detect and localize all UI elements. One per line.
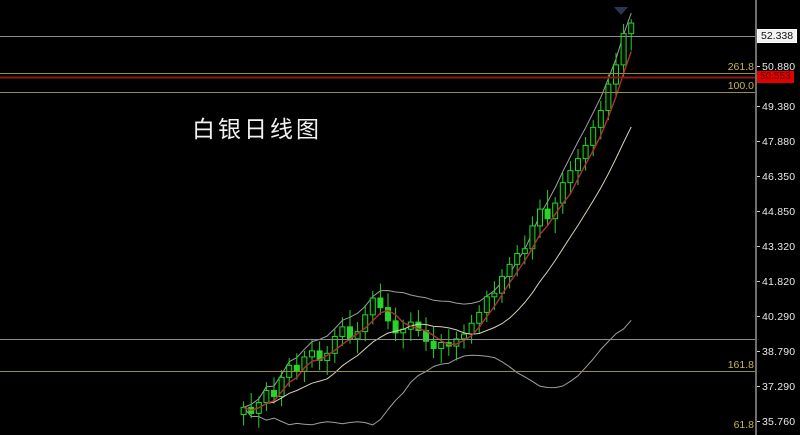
price-tick: 50.880 bbox=[757, 61, 800, 73]
price-tick: 38.790 bbox=[757, 346, 800, 358]
candle-body bbox=[628, 22, 635, 35]
tick-dash bbox=[757, 316, 760, 317]
tick-dash bbox=[757, 246, 760, 247]
candle-body bbox=[544, 208, 551, 220]
bollinger-bands bbox=[243, 12, 632, 426]
price-tick: 43.320 bbox=[757, 241, 800, 253]
candle-body bbox=[582, 144, 589, 160]
candle-body bbox=[476, 311, 483, 324]
tick-dash bbox=[757, 386, 760, 387]
candle-series bbox=[240, 19, 635, 428]
candle-body bbox=[491, 292, 498, 298]
tick-label: 47.880 bbox=[762, 136, 796, 148]
price-tick: 47.880 bbox=[757, 136, 800, 148]
price-tick: 40.290 bbox=[757, 311, 800, 323]
candle-body bbox=[521, 248, 528, 255]
candle-body bbox=[506, 263, 513, 277]
fib-level-label: 261.8 bbox=[727, 61, 754, 73]
chart-title-watermark: 白银日线图 bbox=[192, 117, 322, 143]
moving-averages bbox=[243, 51, 632, 412]
tick-dash bbox=[757, 421, 760, 422]
candle-body bbox=[430, 340, 437, 349]
candle-body bbox=[331, 335, 338, 354]
tick-dash bbox=[757, 106, 760, 107]
candle-body bbox=[377, 297, 384, 309]
candle-body bbox=[613, 64, 619, 85]
candle-body bbox=[385, 307, 391, 322]
tick-label: 35.760 bbox=[762, 416, 796, 428]
candle-body bbox=[468, 322, 475, 335]
tick-label: 49.380 bbox=[762, 101, 796, 113]
candle-body bbox=[392, 320, 399, 334]
price-tick: 44.850 bbox=[757, 206, 800, 218]
candle-body bbox=[537, 208, 543, 227]
current-price-badge: 50.553 bbox=[757, 71, 794, 83]
tick-label: 44.850 bbox=[762, 206, 796, 218]
candle-body bbox=[499, 275, 505, 294]
tick-dash bbox=[757, 211, 760, 212]
candle-body bbox=[461, 333, 467, 340]
candle-body bbox=[369, 297, 376, 316]
candle-body bbox=[415, 321, 422, 331]
tick-dash bbox=[757, 176, 760, 177]
candle-body bbox=[263, 390, 270, 404]
candle-body bbox=[293, 364, 300, 372]
last-price-badge: 52.338 bbox=[757, 29, 798, 43]
tick-label: 50.880 bbox=[762, 61, 796, 73]
tick-label: 46.350 bbox=[762, 171, 796, 183]
candle-body bbox=[620, 33, 627, 66]
tick-dash bbox=[757, 66, 760, 67]
fib-level-label: 161.8 bbox=[727, 359, 754, 371]
candle-body bbox=[597, 110, 604, 128]
fib-level-label: 100.0 bbox=[727, 80, 754, 92]
tick-label: 37.290 bbox=[762, 381, 796, 393]
candle-body bbox=[286, 364, 293, 378]
candle-body bbox=[514, 253, 521, 265]
tick-label: 43.320 bbox=[762, 241, 796, 253]
price-tick: 37.290 bbox=[757, 381, 800, 393]
tick-label: 38.790 bbox=[762, 346, 796, 358]
tick-label: 40.290 bbox=[762, 311, 796, 323]
chart-plot-area[interactable] bbox=[0, 0, 755, 435]
candlestick-svg bbox=[240, 12, 635, 428]
candle-body bbox=[271, 390, 277, 398]
price-tick: 41.820 bbox=[757, 276, 800, 288]
price-tick: 49.380 bbox=[757, 101, 800, 113]
candle-body bbox=[590, 126, 597, 146]
down-triangle-marker bbox=[614, 2, 628, 15]
candle-body bbox=[339, 326, 346, 337]
candle-body bbox=[240, 406, 247, 416]
tick-label: 41.820 bbox=[762, 276, 796, 288]
candle-body bbox=[575, 158, 581, 172]
candle-body bbox=[438, 341, 445, 349]
candle-body bbox=[483, 296, 490, 313]
tick-dash bbox=[757, 281, 760, 282]
candle-body bbox=[559, 182, 566, 204]
candle-body bbox=[605, 83, 612, 112]
fib-level-label: 61.8 bbox=[733, 419, 754, 431]
price-tick: 46.350 bbox=[757, 171, 800, 183]
candle-body bbox=[309, 350, 315, 358]
candle-body bbox=[567, 170, 574, 184]
price-tick: 35.760 bbox=[757, 416, 800, 428]
price-axis[interactable]: 49.380 47.880 46.350 44.850 43.320 41.820 40.2… bbox=[755, 0, 800, 435]
tick-dash bbox=[757, 141, 760, 142]
candle-body bbox=[362, 314, 369, 333]
tick-dash bbox=[757, 351, 760, 352]
candle-body bbox=[278, 376, 285, 398]
